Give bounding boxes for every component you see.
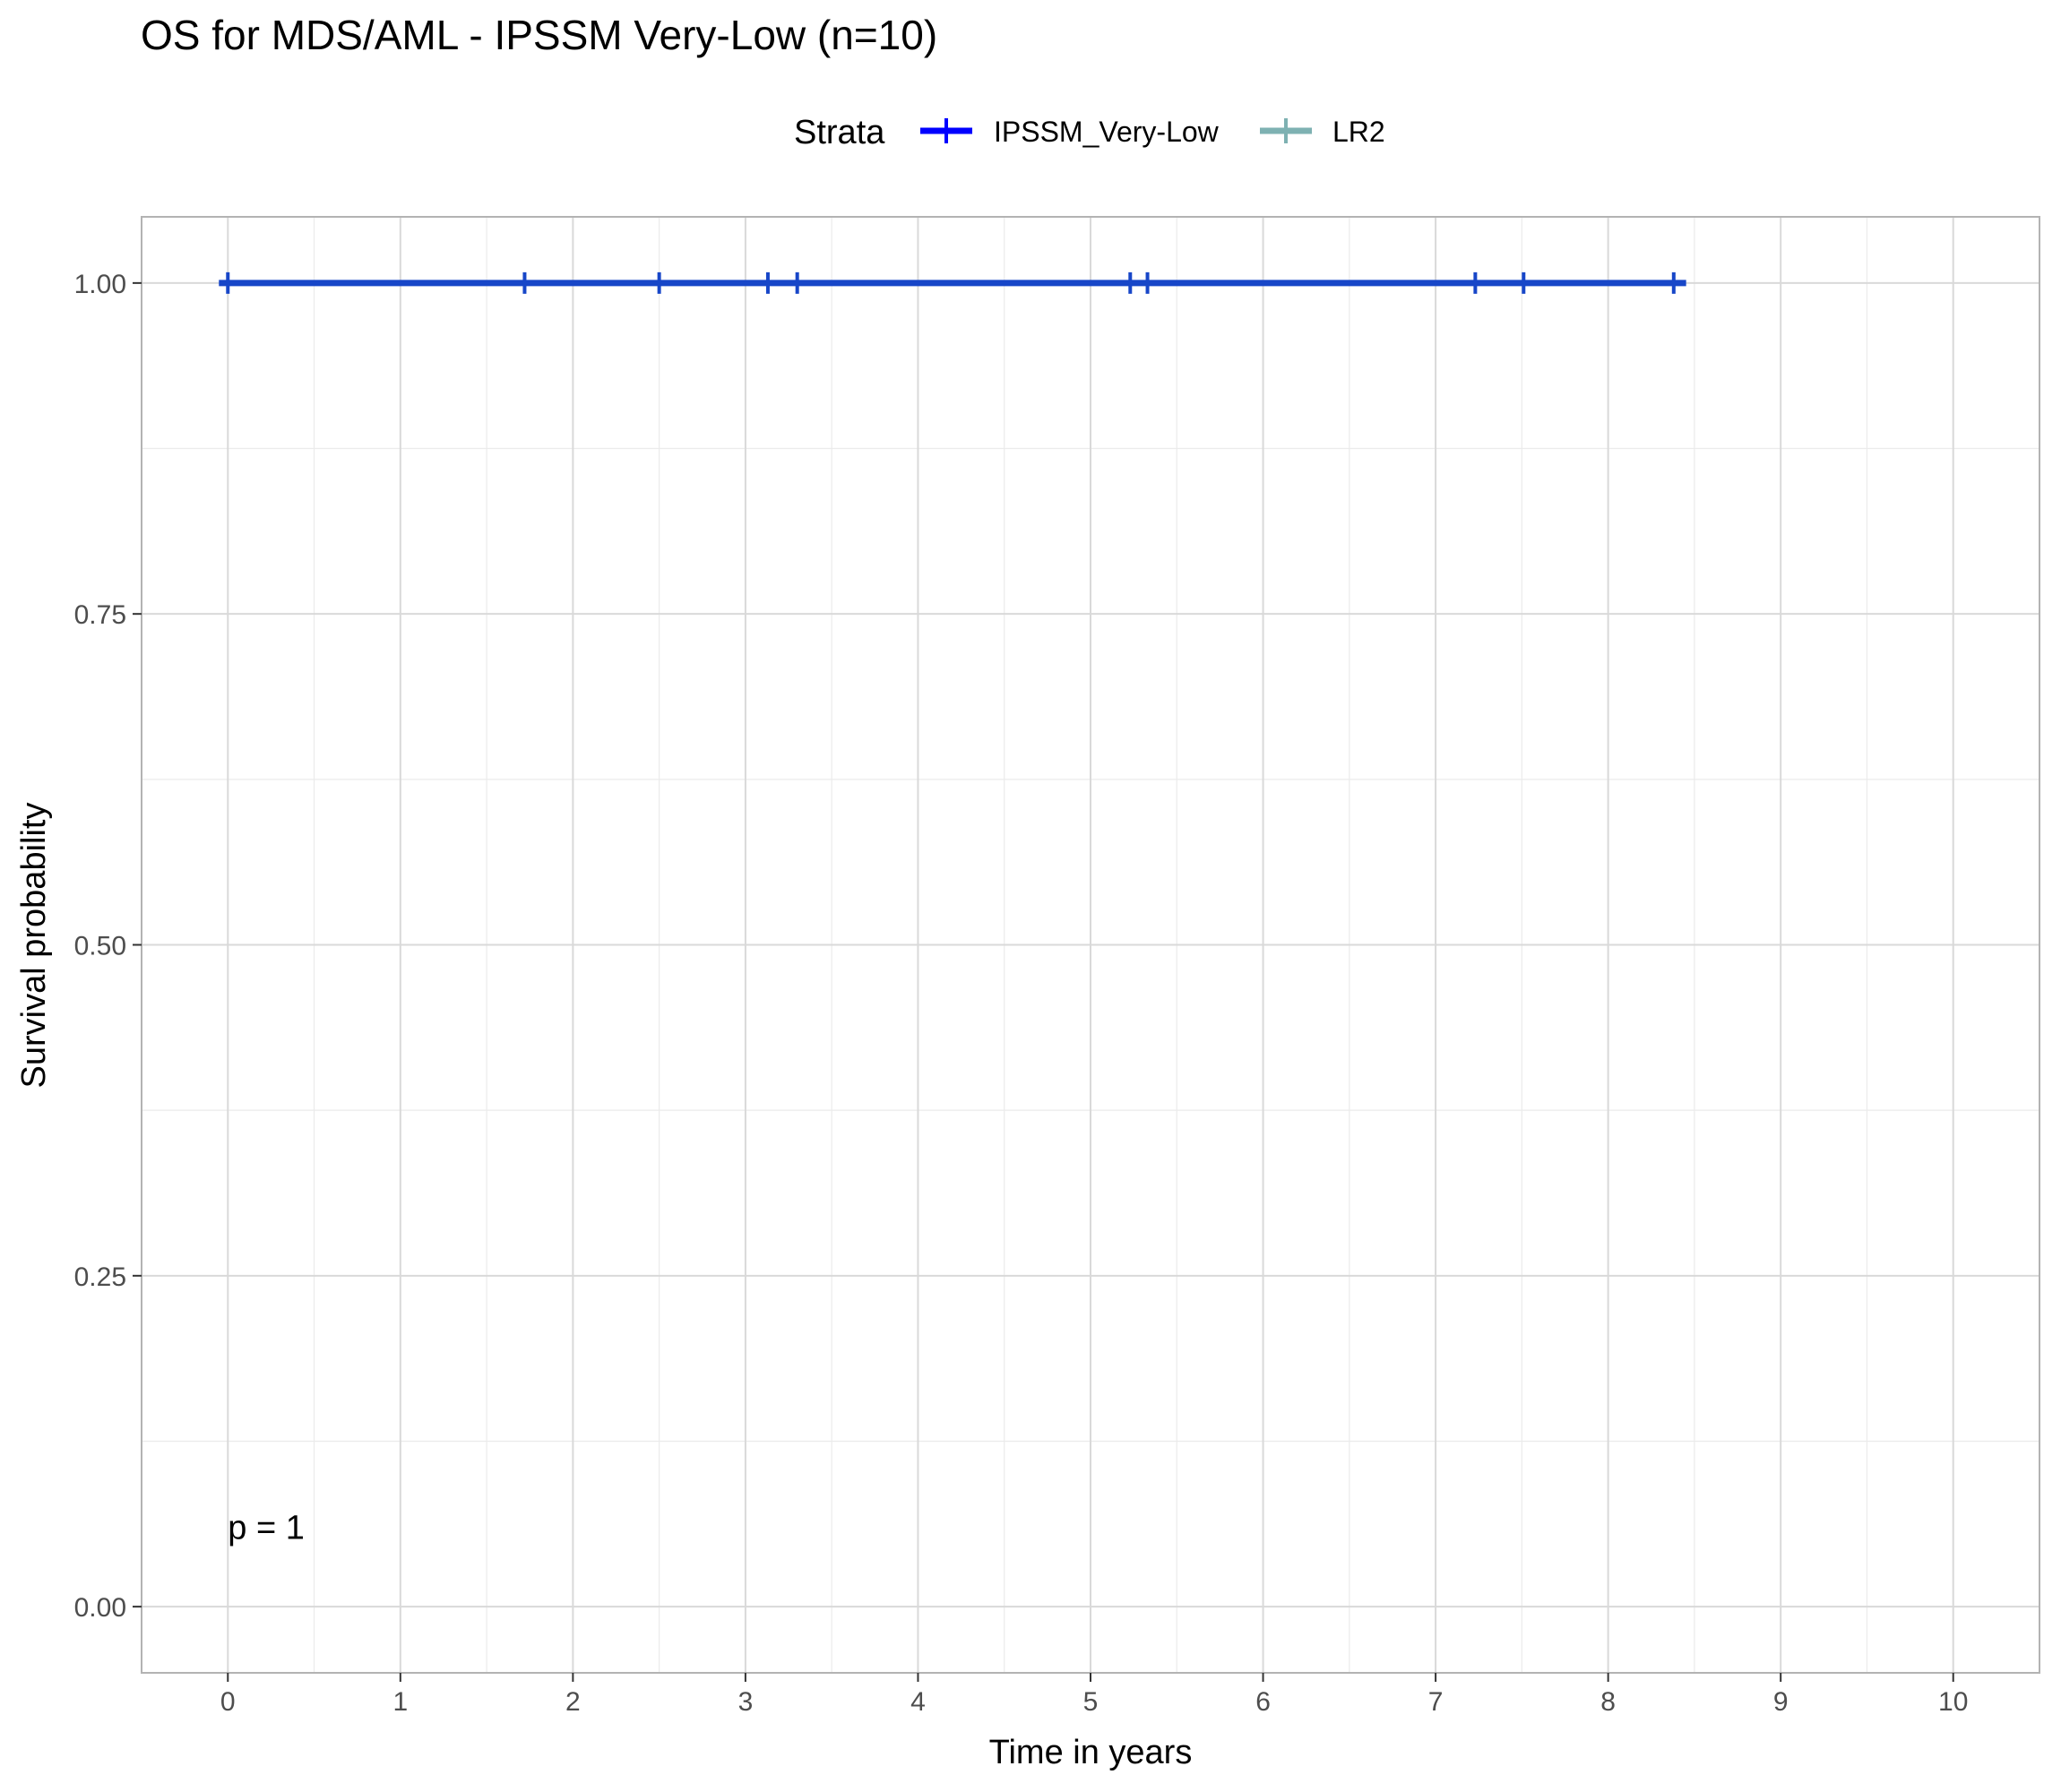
x-tick-label: 6 xyxy=(1255,1687,1271,1717)
x-tick-label: 0 xyxy=(220,1687,236,1717)
y-axis-label: Survival probability xyxy=(15,803,53,1089)
legend-label-ipssm: IPSSM_Very-Low xyxy=(994,116,1220,148)
x-tick-label: 3 xyxy=(738,1687,754,1717)
series-group xyxy=(219,271,1686,294)
axes: 0 1 2 3 4 5 6 7 8 9 10 0.00 0.25 0.50 0.75 1.00 xyxy=(74,270,1969,1717)
grid xyxy=(142,217,2039,1673)
x-tick-label: 4 xyxy=(910,1687,926,1717)
y-tick-label: 0.00 xyxy=(74,1593,126,1623)
legend-label-lr2: LR2 xyxy=(1332,116,1385,148)
y-tick-label: 0.50 xyxy=(74,932,126,961)
x-tick-label: 1 xyxy=(392,1687,408,1717)
p-value-annotation: p = 1 xyxy=(228,1510,305,1547)
y-tick-label: 1.00 xyxy=(74,270,126,299)
legend-key-ipssm xyxy=(920,118,972,143)
x-tick-label: 5 xyxy=(1083,1687,1099,1717)
x-tick-label: 9 xyxy=(1773,1687,1789,1717)
series xyxy=(219,271,1686,294)
y-tick-label: 0.75 xyxy=(74,600,126,630)
legend: Strata IPSSM_Very-Low LR2 xyxy=(794,114,1385,151)
legend-key-lr2 xyxy=(1260,118,1312,143)
chart-title: OS for MDS/AML - IPSSM Very-Low (n=10) xyxy=(141,12,937,58)
x-tick-label: 7 xyxy=(1428,1687,1444,1717)
y-tick-label: 0.25 xyxy=(74,1262,126,1292)
x-axis-label: Time in years xyxy=(989,1734,1193,1771)
x-tick-label: 8 xyxy=(1600,1687,1616,1717)
x-tick-label: 10 xyxy=(1938,1687,1968,1717)
x-tick-label: 2 xyxy=(565,1687,581,1717)
legend-title: Strata xyxy=(794,114,885,151)
